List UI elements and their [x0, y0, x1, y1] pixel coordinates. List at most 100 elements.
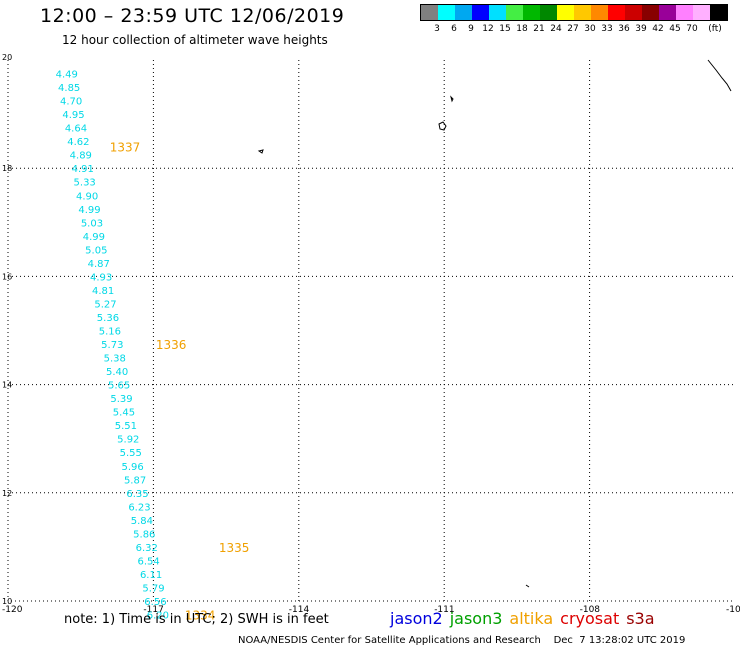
wave-height-value: 5.39: [110, 394, 132, 405]
island-clarion-2: [257, 149, 264, 154]
wave-height-value: 6.23: [128, 502, 150, 513]
color-swatch: [506, 5, 523, 20]
coastline-mexico: [707, 59, 732, 92]
wave-height-value: 4.95: [62, 110, 84, 121]
latitude-tick-label: 16: [2, 272, 12, 281]
wave-height-value: 5.03: [81, 218, 103, 229]
wave-height-value: 4.87: [88, 259, 110, 270]
wave-height-value: 6.56: [144, 597, 166, 608]
color-swatch: [472, 5, 489, 20]
wave-height-value: 4.91: [72, 164, 94, 175]
pass-number-label: 1335: [219, 541, 250, 555]
pass-labels: 1337 1336 1335 1334: [110, 141, 250, 623]
color-scale-label: 9: [468, 24, 474, 34]
color-scale-label: 6: [451, 24, 457, 34]
wave-height-value: 4.93: [90, 272, 112, 283]
coastline-features: [257, 59, 732, 588]
wave-height-value: 5.51: [115, 421, 137, 432]
color-scale-legend: 3 6 9 12 15 18 21 24 27 30 33 36 39 42 45 70 (ft): [420, 4, 728, 35]
source-footer: NOAA/NESDIS Center for Satellite Applica…: [238, 635, 686, 646]
color-swatch: [591, 5, 608, 20]
wave-height-value: 5.36: [97, 313, 119, 324]
color-swatch: [642, 5, 659, 20]
color-swatch: [625, 5, 642, 20]
color-scale-label: 70: [686, 24, 698, 34]
wave-height-value: 4.81: [92, 286, 114, 297]
satellite-name-jason2: jason2: [390, 609, 443, 628]
color-swatch: [608, 5, 625, 20]
color-swatch: [659, 5, 676, 20]
pass-number-label: 1336: [156, 338, 187, 352]
wave-height-value: 5.86: [133, 529, 155, 540]
longitude-tick-label: -108: [580, 605, 601, 615]
latitude-tick-label: 18: [2, 164, 12, 173]
wave-height-value: 6.54: [138, 556, 160, 567]
wave-height-value: 5.84: [131, 516, 153, 527]
color-swatch: [557, 5, 574, 20]
color-swatch: [438, 5, 455, 20]
wave-height-value: 4.85: [58, 83, 80, 94]
color-swatch: [676, 5, 693, 20]
color-scale-label: 15: [499, 24, 511, 34]
island-south: [525, 584, 530, 588]
color-scale-label: 33: [601, 24, 613, 34]
color-scale-label: 39: [635, 24, 647, 34]
wave-height-value: 5.45: [113, 408, 135, 419]
wave-height-value: 4.99: [83, 232, 105, 243]
color-scale-label: 18: [516, 24, 528, 34]
satellite-name-jason3: jason3: [449, 609, 503, 628]
longitude-tick-label: -111: [434, 605, 454, 615]
longitude-tick-label: -10: [726, 605, 740, 615]
color-swatch: [489, 5, 506, 20]
longitude-tick-label: -117: [143, 605, 163, 615]
wave-height-value: 5.79: [142, 583, 164, 594]
wave-height-value: 4.99: [78, 205, 100, 216]
wave-height-value: 5.33: [74, 178, 96, 189]
wave-height-value: 6.20: [147, 611, 169, 622]
color-swatch: [574, 5, 591, 20]
latitude-tick-label: 20: [2, 53, 12, 62]
color-scale-label: (ft): [708, 24, 722, 34]
color-scale-labels: 3 6 9 12 15 18 21 24 27 30 33 36 39 42 45 70 (ft): [420, 21, 728, 35]
axis-tick-labels: -120 -117 -114 -111 -108 -10 20 18 16 14 12 10: [2, 53, 740, 615]
color-swatch: [540, 5, 557, 20]
pass-number-label: 1337: [110, 141, 141, 155]
color-scale-label: 12: [482, 24, 494, 34]
color-swatch: [523, 5, 540, 20]
color-scale-label: 36: [618, 24, 630, 34]
color-scale-label: 3: [434, 24, 440, 34]
wave-height-value: 5.05: [85, 245, 107, 256]
wave-height-value: 5.16: [99, 327, 121, 338]
wave-height-value: 5.38: [104, 354, 126, 365]
satellite-name-s3a: s3a: [626, 609, 655, 628]
wave-height-value: 5.55: [120, 448, 142, 459]
wave-height-value: 5.40: [106, 367, 128, 378]
longitude-tick-label: -120: [2, 605, 23, 615]
color-scale-label: 24: [550, 24, 562, 34]
color-scale-label: 45: [669, 24, 681, 34]
color-swatch: [693, 5, 710, 20]
latitude-tick-label: 14: [2, 381, 12, 390]
wave-height-value: 5.96: [122, 462, 144, 473]
latitude-tick-label: 12: [2, 489, 12, 498]
map-title: 12:00 – 23:59 UTC 12/06/2019: [40, 5, 345, 27]
map-frame: [7, 60, 735, 602]
color-scale-label: 27: [567, 24, 579, 34]
map-subtitle: 12 hour collection of altimeter wave hei…: [62, 33, 328, 47]
island-socorro: [438, 121, 447, 131]
color-swatch: [710, 5, 727, 20]
lat-lon-grid: [7, 60, 735, 602]
satellite-name-altika: altika: [509, 609, 554, 628]
wave-height-value: 5.87: [124, 475, 146, 486]
satellite-legend: jason2 jason3 altika cryosat s3a: [390, 609, 662, 628]
wave-height-value: 6.32: [136, 543, 158, 554]
wave-height-value: 4.62: [67, 137, 89, 148]
wave-height-value: 5.65: [108, 381, 130, 392]
wave-height-value: 4.70: [60, 97, 82, 108]
latitude-tick-label: 10: [2, 597, 12, 606]
wave-height-value: 6.35: [126, 489, 148, 500]
wave-height-value: 4.49: [56, 70, 78, 81]
color-scale-swatches: [420, 4, 728, 21]
longitude-tick-label: -114: [289, 605, 310, 615]
